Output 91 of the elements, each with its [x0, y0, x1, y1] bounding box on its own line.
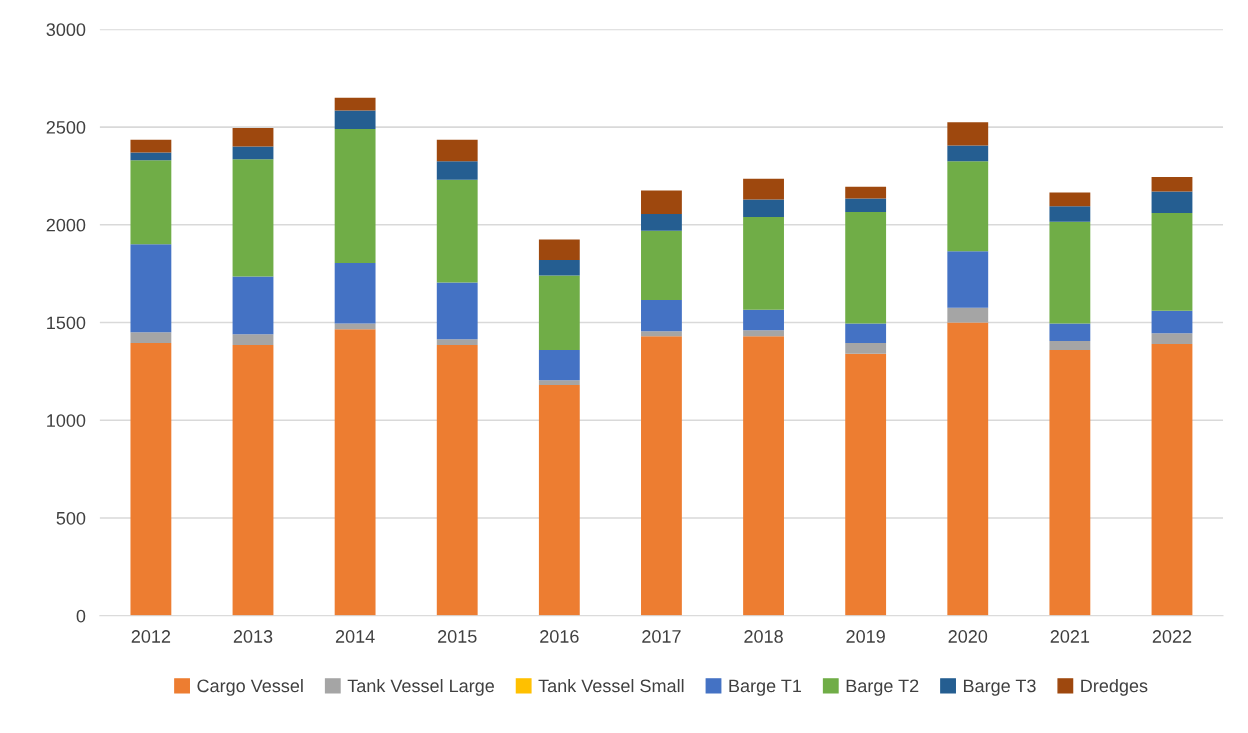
- bar: [436, 139, 478, 162]
- bar: [743, 330, 784, 337]
- bar: [1049, 221, 1091, 324]
- y-tick-label: 1500: [47, 316, 86, 330]
- bar: [334, 329, 376, 616]
- bar: [130, 152, 172, 161]
- bar: [130, 332, 172, 344]
- y-tick-label: 500: [56, 511, 86, 525]
- bar: [130, 244, 172, 333]
- y-tick-label: 0: [76, 609, 86, 623]
- y-tick-label: 3000: [46, 23, 86, 37]
- bar: [641, 190, 682, 215]
- bar: [947, 251, 989, 308]
- bar: [436, 179, 478, 283]
- bar: [1151, 344, 1193, 616]
- x-tick-label: 2016: [540, 630, 579, 643]
- bar: [232, 146, 274, 160]
- bar: [334, 262, 376, 324]
- bar: [1049, 341, 1091, 350]
- legend-label: Barge T3: [963, 679, 1036, 696]
- bar: [1049, 349, 1091, 616]
- bar: [436, 282, 478, 340]
- bar: [538, 275, 580, 350]
- x-tick-label: 2012: [131, 630, 171, 643]
- bar: [947, 161, 989, 252]
- bar: [845, 323, 887, 344]
- bar: [845, 186, 887, 199]
- bar: [436, 345, 478, 616]
- bar: [1049, 206, 1091, 222]
- x-tick-label: 2015: [438, 630, 477, 643]
- bar: [1151, 176, 1193, 192]
- legend-label: Tank Vessel Small: [538, 678, 684, 693]
- y-tick-label: 2500: [46, 120, 86, 134]
- bar: [1049, 192, 1091, 207]
- bar: [947, 122, 989, 146]
- bar: [845, 353, 887, 616]
- bar: [1151, 213, 1193, 311]
- bar: [947, 145, 989, 162]
- bar: [1151, 310, 1193, 334]
- bar: [641, 331, 682, 337]
- bar: [538, 349, 580, 381]
- legend-label: Cargo Vessel: [197, 678, 303, 696]
- bar: [436, 339, 478, 345]
- bar: [334, 97, 376, 111]
- x-tick-label: 2013: [233, 630, 273, 643]
- x-tick-label: 2017: [642, 630, 681, 643]
- bar: [743, 199, 784, 217]
- x-tick-label: 2014: [335, 630, 375, 643]
- bar: [232, 345, 274, 616]
- x-tick-label: 2021: [1050, 630, 1090, 643]
- bar: [641, 230, 682, 301]
- bar: [334, 110, 376, 130]
- x-tick-label: 2020: [948, 630, 988, 643]
- bar: [130, 160, 172, 245]
- bar: [845, 343, 887, 354]
- bar: [232, 128, 274, 147]
- bar: [232, 276, 274, 335]
- bar: [947, 322, 989, 616]
- bar: [334, 323, 376, 330]
- bar: [1151, 333, 1193, 345]
- x-tick-label: 2022: [1152, 630, 1192, 643]
- legend-label: Barge T1: [729, 679, 802, 696]
- bar: [538, 385, 580, 616]
- bar: [232, 159, 274, 277]
- bar: [641, 214, 682, 231]
- bar: [1151, 191, 1193, 214]
- bar: [1049, 323, 1091, 342]
- legend-label: Tank Vessel Large: [347, 678, 494, 696]
- bar: [743, 336, 784, 616]
- bar: [947, 307, 989, 323]
- legend-label: Barge T2: [846, 679, 919, 696]
- y-tick-label: 1000: [47, 414, 86, 427]
- bar: [743, 178, 784, 200]
- bar: [538, 259, 580, 276]
- bar: [130, 139, 172, 153]
- bar: [641, 300, 682, 332]
- x-tick-label: 2018: [744, 630, 783, 643]
- bar: [130, 343, 172, 616]
- bar: [743, 309, 784, 331]
- legend-label: Dredges: [1081, 678, 1148, 696]
- bar: [538, 380, 580, 386]
- bar: [334, 129, 376, 263]
- bar: [436, 161, 478, 180]
- bar: [845, 198, 887, 213]
- bar: [641, 336, 682, 616]
- y-tick-label: 2000: [46, 218, 86, 232]
- bar: [538, 239, 580, 260]
- bar: [845, 212, 887, 324]
- bar: [743, 216, 784, 310]
- bar: [232, 334, 274, 345]
- x-tick-label: 2019: [846, 630, 885, 643]
